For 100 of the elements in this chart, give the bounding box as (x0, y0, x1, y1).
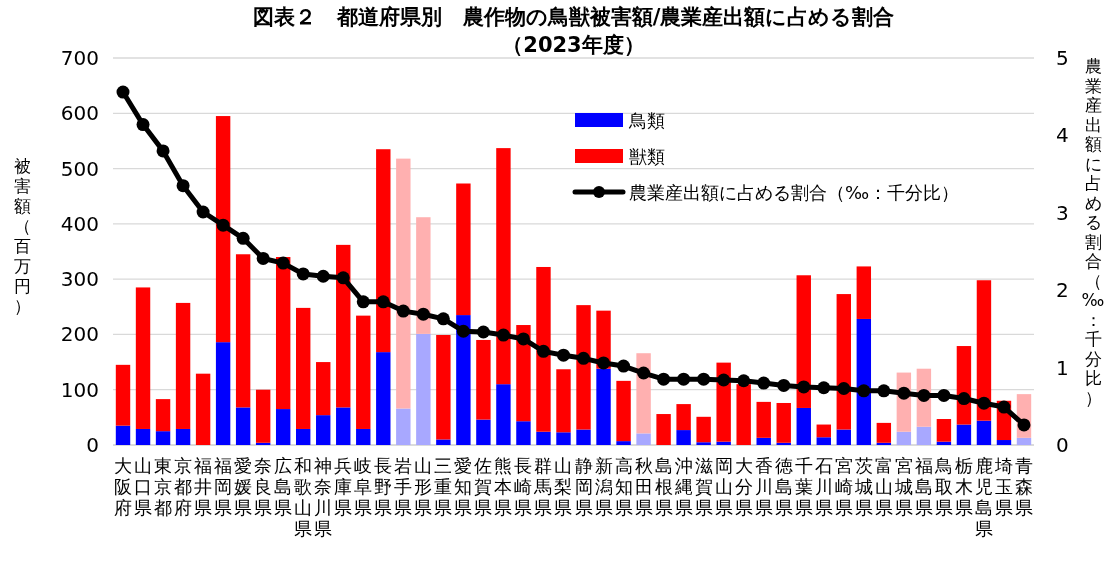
point (296, 267, 310, 281)
bar (175, 302, 191, 429)
bar (576, 305, 591, 430)
bar (656, 414, 671, 445)
point (877, 384, 891, 398)
point (116, 85, 130, 99)
bar (215, 116, 231, 343)
bar (235, 254, 251, 408)
point (937, 388, 951, 402)
bar (155, 399, 171, 432)
bar (816, 437, 831, 445)
bar (456, 315, 471, 445)
bar (716, 441, 731, 445)
point (216, 218, 230, 232)
bar (155, 431, 171, 445)
chart-subtitle: （2023年度） (502, 33, 645, 57)
point (456, 324, 470, 338)
bar (936, 419, 952, 442)
bar (1016, 437, 1032, 445)
point (436, 312, 450, 326)
bar (576, 429, 591, 445)
bar (676, 430, 691, 445)
point (697, 372, 711, 386)
point (556, 348, 570, 362)
bar (175, 428, 191, 445)
bar (476, 339, 491, 420)
bar (896, 431, 912, 445)
point (276, 256, 290, 270)
bar (736, 384, 751, 445)
y-tick-label: 0 (86, 433, 99, 457)
point (256, 251, 270, 265)
y2-tick-label: 5 (1056, 46, 1069, 70)
bar (336, 407, 351, 445)
bar (195, 373, 211, 445)
point (617, 359, 631, 373)
y-tick-label: 200 (60, 322, 99, 347)
bar (115, 364, 131, 426)
bar (376, 149, 391, 353)
bar (556, 432, 571, 445)
bar (856, 318, 872, 445)
bar (636, 433, 651, 445)
point (657, 372, 671, 386)
point (837, 382, 851, 395)
bar (816, 424, 831, 438)
y-tick-label: 600 (60, 101, 99, 126)
bar (275, 257, 291, 410)
bar (476, 419, 491, 445)
bar (756, 437, 771, 445)
point (897, 386, 911, 400)
bar (496, 384, 511, 445)
bar (376, 352, 391, 445)
point (336, 271, 350, 285)
bar (356, 315, 371, 429)
bar (536, 266, 551, 432)
bar (676, 404, 691, 431)
bar (275, 409, 291, 445)
bar (856, 266, 872, 319)
bar (836, 294, 851, 430)
bar (876, 422, 892, 443)
bar (336, 244, 351, 408)
legend-label: 獣類 (629, 146, 665, 167)
point (396, 304, 410, 318)
bar (436, 439, 451, 445)
point (997, 400, 1011, 414)
ylabel: 被害額（百万円） (13, 155, 31, 316)
point (777, 378, 791, 392)
point (416, 307, 430, 321)
legend-label: 鳥類 (628, 110, 665, 131)
point (536, 344, 550, 358)
point (797, 380, 811, 394)
bar (776, 402, 791, 443)
point (1017, 418, 1031, 432)
point (677, 372, 691, 386)
bar (516, 421, 531, 445)
bar (436, 334, 451, 440)
point (977, 396, 991, 410)
point (577, 351, 591, 365)
bar (416, 333, 431, 445)
point (136, 118, 150, 132)
bar (456, 183, 471, 316)
bar (556, 369, 571, 433)
point (637, 366, 651, 380)
y2-tick-label: 1 (1056, 355, 1069, 380)
point (196, 205, 210, 219)
bar (316, 362, 331, 416)
bar (596, 368, 611, 445)
chart-title: 図表２ 都道府県別 農作物の鳥獣被害額/農業産出額に占める割合 (252, 5, 895, 29)
bar (316, 415, 331, 445)
bar (496, 148, 511, 385)
bar (296, 307, 311, 429)
y2-tick-label: 0 (1056, 433, 1069, 457)
bar (296, 428, 311, 445)
y-tick-label: 700 (60, 46, 99, 70)
bar (255, 389, 271, 443)
bar (536, 431, 551, 445)
bar (416, 217, 431, 334)
y2-tick-label: 4 (1056, 123, 1069, 148)
y-tick-label: 500 (60, 156, 99, 181)
y2-tick-label: 2 (1056, 278, 1069, 303)
point (817, 381, 831, 395)
